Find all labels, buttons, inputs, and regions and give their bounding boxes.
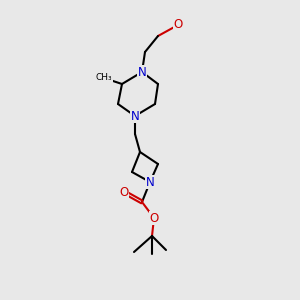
Text: N: N — [138, 65, 146, 79]
Text: N: N — [130, 110, 140, 122]
Text: O: O — [149, 212, 159, 224]
Text: N: N — [146, 176, 154, 188]
Text: O: O — [119, 185, 129, 199]
Text: O: O — [173, 19, 183, 32]
Text: CH₃: CH₃ — [96, 74, 112, 82]
